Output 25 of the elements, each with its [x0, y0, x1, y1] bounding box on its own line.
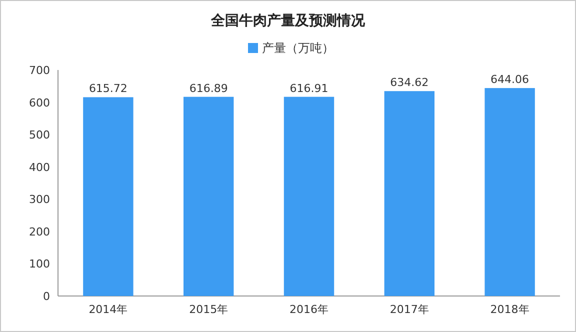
y-tick-label: 500: [29, 128, 50, 142]
y-tick-label: 300: [29, 193, 50, 206]
bar: [384, 91, 434, 296]
data-label: 644.06: [490, 73, 530, 86]
y-tick-label: 200: [29, 225, 50, 238]
x-tick-label: 2014年: [88, 303, 128, 316]
data-label: 615.72: [88, 82, 128, 96]
bar: [284, 96, 334, 296]
x-tick-label: 2018年: [490, 303, 530, 316]
y-tick-label: 700: [29, 64, 50, 77]
x-tick-label: 2017年: [390, 303, 429, 316]
y-tick-label: 400: [29, 160, 50, 174]
data-label: 634.62: [390, 76, 429, 90]
bar: [83, 97, 134, 296]
data-label: 616.91: [290, 82, 328, 95]
y-tick-label: 0: [43, 290, 50, 303]
x-tick-label: 2016年: [290, 303, 328, 316]
legend-label: 产量（万吨）: [262, 41, 334, 55]
chart-title: 全国牛肉产量及预测情况: [210, 12, 366, 29]
y-tick-label: 600: [29, 96, 50, 110]
x-tick-label: 2015年: [189, 303, 228, 316]
y-tick-label: 100: [29, 258, 50, 271]
bar: [184, 96, 234, 296]
data-label: 616.89: [189, 82, 228, 95]
bar: [484, 88, 535, 296]
